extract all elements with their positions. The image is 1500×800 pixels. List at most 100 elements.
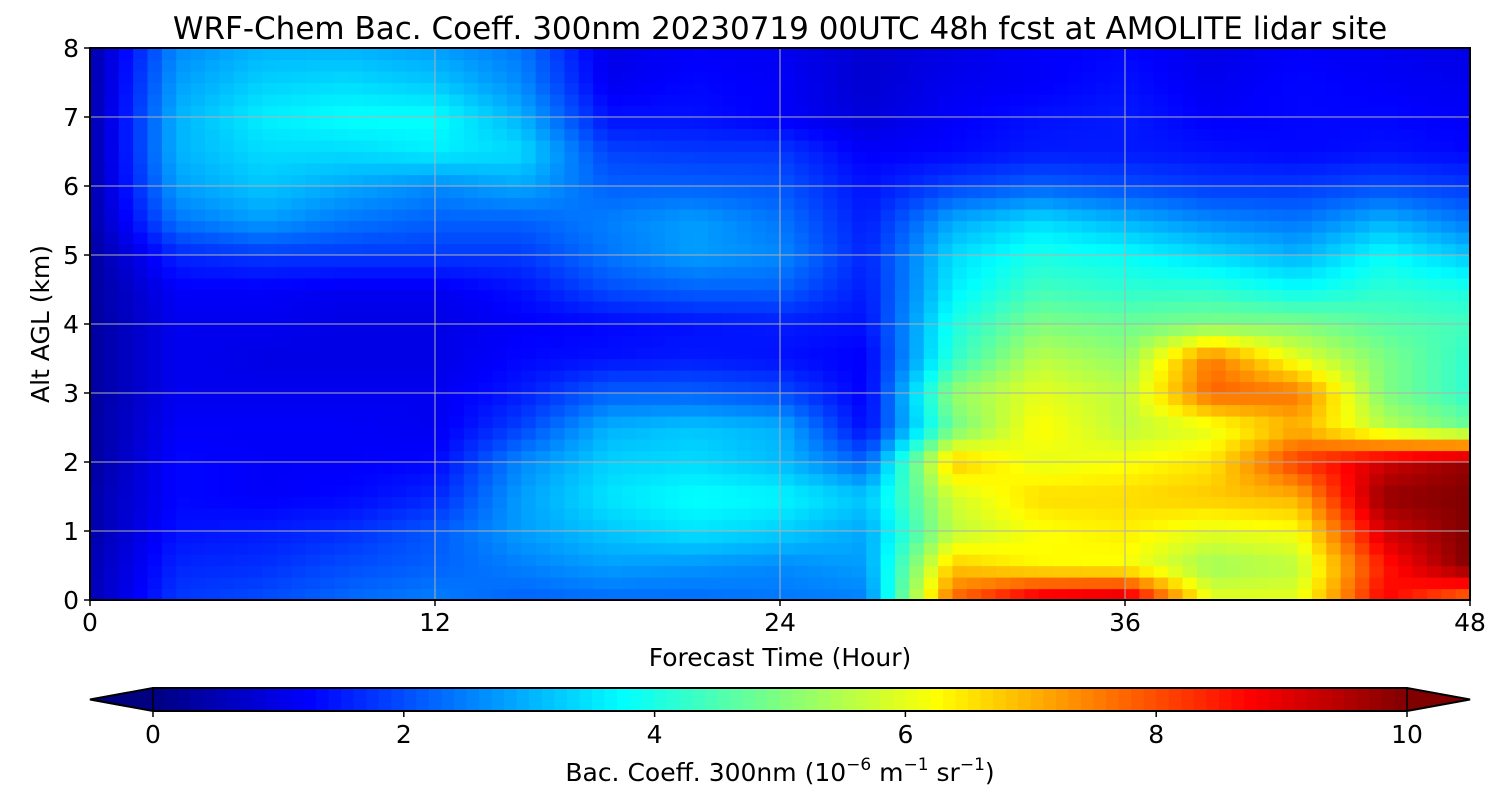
heatmap-cell <box>751 554 767 567</box>
heatmap-cell <box>995 519 1011 532</box>
heatmap-cell <box>1355 335 1370 348</box>
heatmap-cell <box>291 427 307 440</box>
heatmap-cell <box>262 577 278 590</box>
heatmap-cell <box>161 255 177 268</box>
heatmap-cell <box>190 209 206 222</box>
heatmap-cell <box>161 209 177 222</box>
heatmap-cell <box>1240 531 1255 544</box>
heatmap-cell <box>463 266 479 279</box>
heatmap-cell <box>334 531 350 544</box>
heatmap-cell <box>722 243 738 256</box>
heatmap-cell <box>133 82 149 95</box>
heatmap-cell <box>1297 278 1313 291</box>
heatmap-cell <box>506 128 522 141</box>
heatmap-cell <box>1038 496 1054 509</box>
heatmap-cell <box>1168 450 1184 463</box>
heatmap-cell <box>866 128 882 141</box>
heatmap-cell <box>1125 496 1140 509</box>
colorbar-segment <box>1143 688 1157 711</box>
heatmap-cell <box>708 174 724 187</box>
heatmap-cell <box>665 186 680 199</box>
heatmap-cell <box>449 289 465 302</box>
heatmap-cell <box>1053 301 1069 314</box>
heatmap-cell <box>391 151 407 164</box>
heatmap-cell <box>765 324 781 337</box>
heatmap-cell <box>1182 301 1198 314</box>
heatmap-cell <box>607 473 623 486</box>
heatmap-cell <box>435 174 450 187</box>
heatmap-cell <box>1426 266 1442 279</box>
heatmap-cell <box>938 554 954 567</box>
heatmap-cell <box>794 347 810 360</box>
heatmap-cell <box>1412 243 1428 256</box>
heatmap-cell <box>521 128 537 141</box>
heatmap-cell <box>521 577 537 590</box>
heatmap-cell <box>1211 496 1227 509</box>
heatmap-cell <box>1426 416 1442 429</box>
heatmap-cell <box>550 439 565 452</box>
heatmap-cell <box>636 117 652 130</box>
heatmap-cell <box>880 232 896 245</box>
heatmap-cell <box>866 404 882 417</box>
heatmap-cell <box>1268 82 1284 95</box>
heatmap-cell <box>1067 554 1083 567</box>
heatmap-cell <box>1125 531 1140 544</box>
heatmap-cell <box>90 496 105 509</box>
heatmap-cell <box>1412 473 1428 486</box>
heatmap-cell <box>880 312 896 325</box>
heatmap-cell <box>391 519 407 532</box>
heatmap-cell <box>391 312 407 325</box>
heatmap-cell <box>765 82 781 95</box>
heatmap-cell <box>938 278 954 291</box>
colorbar-segment <box>328 688 342 711</box>
heatmap-cell <box>435 289 450 302</box>
heatmap-cell <box>866 163 882 176</box>
heatmap-cell <box>1426 82 1442 95</box>
heatmap-cell <box>535 243 551 256</box>
heatmap-cell <box>851 565 867 578</box>
heatmap-cell <box>1311 519 1327 532</box>
heatmap-cell <box>521 427 537 440</box>
heatmap-cell <box>636 128 652 141</box>
heatmap-cell <box>866 462 882 475</box>
heatmap-cell <box>1383 186 1399 199</box>
heatmap-cell <box>248 151 264 164</box>
heatmap-cell <box>262 450 278 463</box>
heatmap-cell <box>492 370 508 383</box>
heatmap-cell <box>478 588 494 601</box>
heatmap-cell <box>593 370 609 383</box>
heatmap-cell <box>808 255 824 268</box>
heatmap-cell <box>564 209 580 222</box>
heatmap-cell <box>492 220 508 233</box>
heatmap-cell <box>794 59 810 72</box>
heatmap-cell <box>1326 163 1342 176</box>
heatmap-cell <box>147 577 163 590</box>
heatmap-cell <box>938 404 954 417</box>
heatmap-cell <box>1038 220 1054 233</box>
heatmap-cell <box>765 404 781 417</box>
heatmap-cell <box>1283 358 1299 371</box>
heatmap-cell <box>478 312 494 325</box>
heatmap-cell <box>1412 105 1428 118</box>
heatmap-cell <box>262 473 278 486</box>
heatmap-cell <box>219 554 235 567</box>
heatmap-cell <box>104 140 120 153</box>
heatmap-cell <box>133 462 149 475</box>
heatmap-cell <box>1441 324 1457 337</box>
heatmap-cell <box>176 48 192 61</box>
heatmap-cell <box>722 485 738 498</box>
heatmap-cell <box>1096 151 1112 164</box>
heatmap-cell <box>205 174 220 187</box>
heatmap-cell <box>1010 117 1025 130</box>
heatmap-cell <box>780 255 795 268</box>
heatmap-cell <box>780 128 795 141</box>
heatmap-cell <box>391 243 407 256</box>
heatmap-cell <box>607 496 623 509</box>
heatmap-cell <box>463 485 479 498</box>
colorbar-segment <box>1193 688 1207 711</box>
heatmap-cell <box>765 59 781 72</box>
heatmap-cell <box>1426 393 1442 406</box>
heatmap-cell <box>363 404 379 417</box>
heatmap-cell <box>219 174 235 187</box>
heatmap-cell <box>952 531 968 544</box>
